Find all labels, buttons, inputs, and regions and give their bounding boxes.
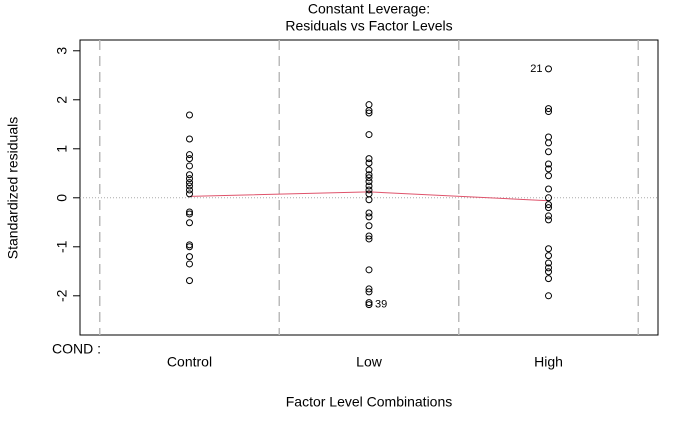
- point: [545, 108, 553, 116]
- point: [185, 210, 193, 218]
- point: [365, 186, 373, 194]
- point-label: 21: [530, 63, 542, 75]
- point: [185, 175, 193, 183]
- point: [365, 171, 373, 179]
- point: [365, 299, 373, 307]
- y-tick-label: 2: [54, 96, 70, 104]
- point: [365, 166, 373, 174]
- point: [365, 131, 373, 139]
- point: [545, 160, 553, 168]
- point: [365, 266, 373, 274]
- point: [545, 252, 553, 260]
- point: [365, 178, 373, 186]
- point: [185, 179, 193, 187]
- point: [545, 165, 553, 173]
- point: [545, 139, 553, 147]
- chart-subtitle: Residuals vs Factor Levels: [285, 18, 452, 34]
- point: [185, 219, 193, 227]
- point: [185, 171, 193, 179]
- point: [545, 65, 553, 73]
- x-tick-label: Control: [167, 354, 212, 370]
- point: [365, 159, 373, 167]
- point: [185, 111, 193, 119]
- point: [365, 174, 373, 182]
- plot-frame: [79, 39, 659, 336]
- point: [365, 107, 373, 115]
- point: [545, 212, 553, 220]
- point: [365, 101, 373, 109]
- point: [545, 245, 553, 253]
- point: [365, 213, 373, 221]
- y-tick-label: 0: [54, 194, 70, 202]
- point: [185, 243, 193, 251]
- point: [545, 292, 553, 300]
- point: [365, 196, 373, 204]
- point: [185, 186, 193, 194]
- point: [545, 105, 553, 113]
- chart-title: Constant Leverage:: [308, 1, 430, 17]
- y-tick-label: 1: [54, 145, 70, 153]
- point: [185, 208, 193, 216]
- y-tick-label: -2: [54, 289, 70, 302]
- x-tick-label: Low: [356, 354, 383, 370]
- point: [545, 172, 553, 180]
- y-axis-label: Standardized residuals: [5, 117, 21, 259]
- point: [365, 288, 373, 296]
- point: [365, 155, 373, 163]
- point: [365, 285, 373, 293]
- point: [365, 222, 373, 230]
- point: [545, 185, 553, 193]
- point: [185, 135, 193, 143]
- point: [185, 155, 193, 163]
- point-label: 39: [375, 299, 387, 311]
- point: [545, 264, 553, 272]
- x-tick-label: High: [534, 354, 563, 370]
- point: [365, 232, 373, 240]
- factor-label: COND :: [52, 341, 101, 357]
- point: [185, 277, 193, 285]
- point: [545, 275, 553, 283]
- smooth-line: [189, 191, 549, 202]
- point: [545, 204, 553, 212]
- point: [185, 190, 193, 198]
- point: [365, 301, 373, 309]
- point: [185, 182, 193, 190]
- point: [545, 148, 553, 156]
- point: [545, 259, 553, 267]
- point: [545, 216, 553, 224]
- point: [545, 194, 553, 202]
- point: [185, 260, 193, 268]
- point: [365, 182, 373, 190]
- point: [185, 253, 193, 261]
- x-axis-label: Factor Level Combinations: [286, 394, 453, 410]
- point: [545, 133, 553, 141]
- point: [185, 151, 193, 159]
- y-tick-label: -1: [54, 240, 70, 253]
- point: [185, 241, 193, 249]
- point: [185, 162, 193, 170]
- point: [365, 209, 373, 217]
- point: [545, 201, 553, 209]
- point: [545, 268, 553, 276]
- point: [365, 235, 373, 243]
- y-tick-label: 3: [54, 47, 70, 55]
- point: [365, 109, 373, 117]
